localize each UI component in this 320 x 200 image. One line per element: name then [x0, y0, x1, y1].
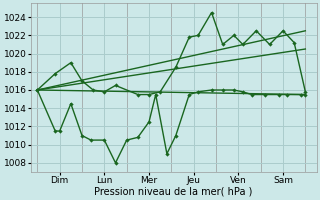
X-axis label: Pression niveau de la mer( hPa ): Pression niveau de la mer( hPa ) [94, 187, 253, 197]
